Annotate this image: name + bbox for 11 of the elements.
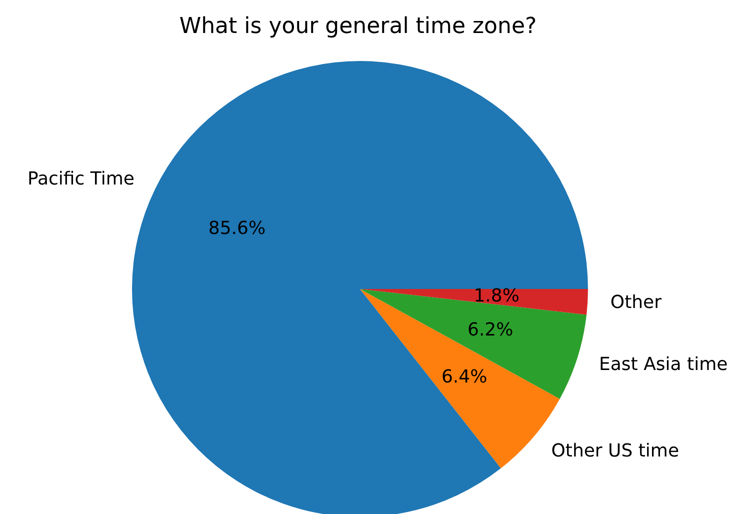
- slice-label: Pacific Time: [27, 168, 134, 190]
- pie-slice: [360, 289, 587, 399]
- slice-label: Other US time: [551, 440, 680, 462]
- data-label: 85.6%: [208, 218, 266, 240]
- chart-title: What is your general time zone?: [179, 14, 537, 39]
- data-label: 1.8%: [474, 286, 520, 307]
- data-label: 6.4%: [441, 366, 488, 388]
- slice-label: East Asia time: [599, 354, 728, 375]
- data-label: 6.2%: [468, 319, 514, 340]
- slice-label: Other: [610, 292, 662, 314]
- pie-slice: [360, 289, 588, 315]
